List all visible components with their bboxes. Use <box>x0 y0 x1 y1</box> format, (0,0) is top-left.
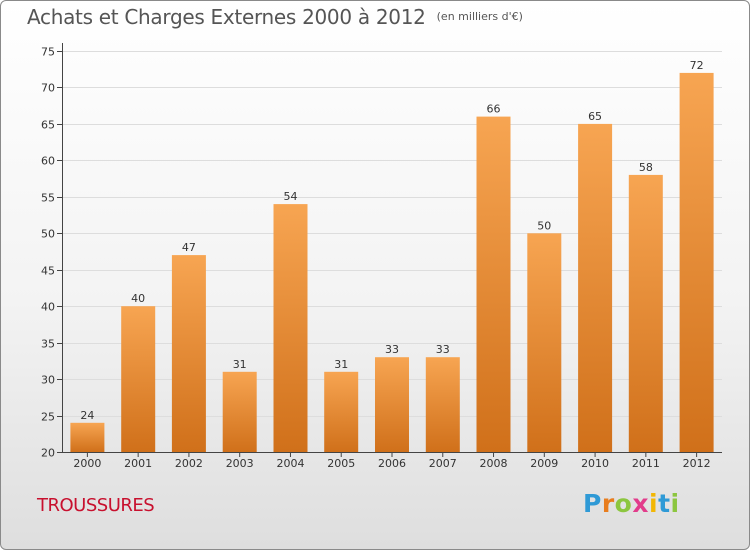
logo-letter: o <box>614 489 633 518</box>
x-tick-label: 2011 <box>632 457 660 470</box>
bar-value-label: 33 <box>436 343 450 356</box>
logo-letter: P <box>583 489 602 518</box>
x-tick-label: 2010 <box>581 457 609 470</box>
bar-value-label: 58 <box>639 161 653 174</box>
y-tick-label: 25 <box>41 411 55 424</box>
y-tick-label: 60 <box>41 155 55 168</box>
bar <box>222 371 257 452</box>
bar-value-label: 54 <box>283 190 297 203</box>
x-tick-label: 2005 <box>327 457 355 470</box>
bar-value-label: 31 <box>334 358 348 371</box>
bar <box>628 174 663 452</box>
y-tick-label: 30 <box>41 374 55 387</box>
labels: 20 25 30 35 40 45 50 55 60 65 70 75 2000 24 2001 40 2002… <box>41 46 711 471</box>
logo-letter: t <box>658 489 671 518</box>
x-tick-label: 2001 <box>124 457 152 470</box>
logo-letter: i <box>649 489 659 518</box>
bar <box>273 204 308 452</box>
x-tick-label: 2009 <box>530 457 558 470</box>
bar <box>527 233 562 452</box>
bar <box>425 357 460 452</box>
y-tick-label: 55 <box>41 192 55 205</box>
chart-title-main: Achats et Charges Externes 2000 à 2012 <box>27 5 426 29</box>
x-tick-label: 2004 <box>276 457 304 470</box>
bar <box>476 116 511 452</box>
x-tick-label: 2002 <box>175 457 203 470</box>
y-tick-label: 50 <box>41 228 55 241</box>
x-tick-label: 2000 <box>73 457 101 470</box>
x-tick-label: 2008 <box>480 457 508 470</box>
proxiti-logo: Proxiti <box>583 489 680 518</box>
bar-value-label: 24 <box>80 409 94 422</box>
axes <box>57 43 722 457</box>
y-tick-label: 35 <box>41 338 55 351</box>
chart-title-unit: (en milliers d'€) <box>436 10 523 23</box>
bar <box>70 422 105 452</box>
bar-value-label: 47 <box>182 241 196 254</box>
bar-value-label: 66 <box>487 103 501 116</box>
bar-value-label: 72 <box>690 59 704 72</box>
bar <box>121 306 156 452</box>
y-tick-label: 75 <box>41 46 55 59</box>
bar <box>679 72 714 453</box>
logo-letter: i <box>670 489 680 518</box>
bar-series <box>70 72 714 453</box>
logo-letter: x <box>632 489 649 518</box>
y-tick-label: 70 <box>41 82 55 95</box>
bar <box>171 255 206 452</box>
x-tick-label: 2012 <box>683 457 711 470</box>
bar <box>324 371 359 452</box>
y-tick-label: 45 <box>41 265 55 278</box>
bar-value-label: 65 <box>588 110 602 123</box>
x-tick-label: 2006 <box>378 457 406 470</box>
y-tick-label: 65 <box>41 119 55 132</box>
x-tick-label: 2003 <box>226 457 254 470</box>
y-tick-label: 40 <box>41 301 55 314</box>
chart-title: Achats et Charges Externes 2000 à 2012 (… <box>27 5 523 29</box>
bar-value-label: 31 <box>233 358 247 371</box>
bar <box>578 123 613 453</box>
bar <box>375 357 409 452</box>
bar-value-label: 33 <box>385 343 399 356</box>
commune-name: TROUSSURES <box>37 495 155 516</box>
x-tick-label: 2007 <box>429 457 457 470</box>
y-tick-label: 20 <box>41 447 55 460</box>
logo-letter: r <box>601 489 615 518</box>
bar-value-label: 40 <box>131 292 145 305</box>
bar-value-label: 50 <box>537 219 551 232</box>
